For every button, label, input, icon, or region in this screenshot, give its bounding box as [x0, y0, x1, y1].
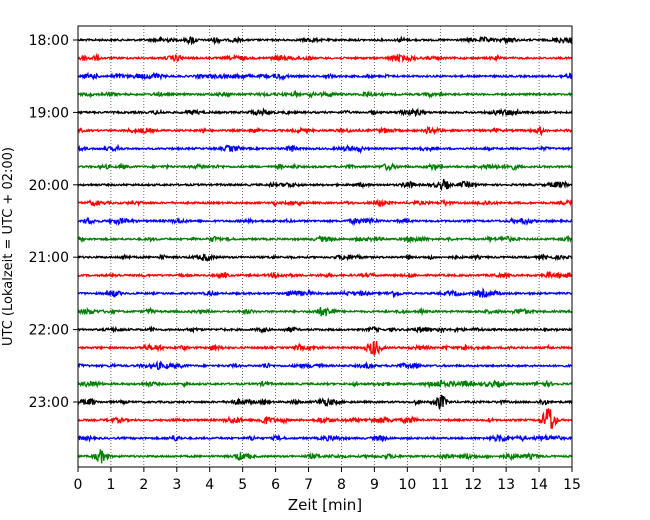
trace-line	[77, 394, 573, 410]
trace-line	[77, 407, 573, 429]
trace-line	[77, 71, 573, 82]
trace-line	[77, 234, 573, 244]
y-tick-label: 18:00	[29, 33, 69, 49]
x-tick-label: 12	[464, 477, 482, 493]
y-tick-label: 23:00	[29, 395, 69, 411]
trace-line	[77, 35, 573, 46]
x-tick-label: 2	[139, 477, 148, 493]
y-tick-label: 22:00	[29, 323, 69, 339]
y-tick-label: 19:00	[29, 105, 69, 121]
x-axis: 0 1 2 3 4 5 6 7 8 9 10 11 12 13 14 15	[74, 467, 581, 493]
trace-line	[77, 360, 573, 371]
x-tick-label: 3	[172, 477, 181, 493]
trace-line	[77, 52, 573, 64]
x-tick-label: 15	[563, 477, 581, 493]
trace-line	[77, 340, 573, 357]
trace-line	[77, 143, 573, 155]
trace-line	[77, 107, 573, 118]
trace-line	[77, 379, 573, 389]
trace-line	[77, 125, 573, 137]
trace-line	[77, 306, 573, 317]
x-tick-label: 5	[238, 477, 247, 493]
seismic-traces	[77, 35, 573, 464]
x-tick-label: 13	[497, 477, 515, 493]
x-tick-label: 9	[370, 477, 379, 493]
y-tick-label: 20:00	[29, 178, 69, 194]
trace-line	[77, 178, 573, 192]
trace-line	[77, 198, 573, 208]
x-tick-label: 0	[74, 477, 83, 493]
y-tick-label: 21:00	[29, 250, 69, 266]
y-axis: 18:00 19:00 20:00 21:00 22:00 23:00	[29, 33, 78, 411]
x-tick-label: 10	[398, 477, 416, 493]
trace-line	[77, 287, 573, 299]
x-tick-label: 11	[431, 477, 449, 493]
trace-line	[77, 253, 573, 262]
x-axis-label: Zeit [min]	[288, 496, 362, 514]
trace-line	[77, 162, 573, 172]
trace-line	[77, 433, 573, 443]
plot-frame	[77, 25, 573, 468]
y-axis-label: UTC (Lokalzeit = UTC + 02:00)	[1, 147, 16, 346]
x-tick-label: 7	[304, 477, 313, 493]
trace-line	[77, 449, 573, 464]
trace-line	[77, 89, 573, 100]
x-tick-label: 6	[271, 477, 280, 493]
x-tick-label: 14	[530, 477, 548, 493]
trace-line	[77, 270, 573, 280]
x-tick-label: 8	[337, 477, 346, 493]
trace-line	[77, 325, 573, 334]
x-tick-label: 1	[106, 477, 115, 493]
trace-line	[77, 216, 573, 227]
x-tick-label: 4	[205, 477, 214, 493]
